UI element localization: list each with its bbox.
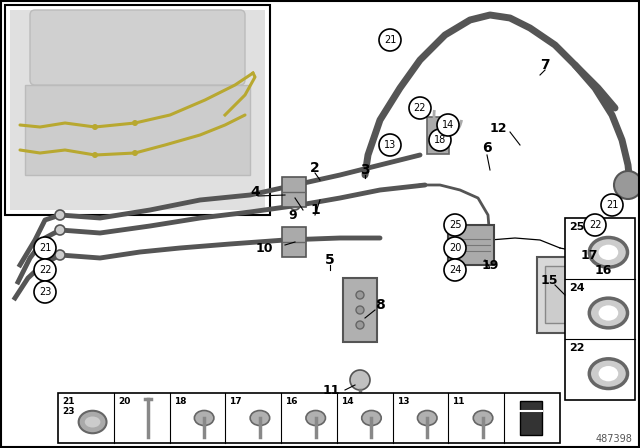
- Circle shape: [34, 259, 56, 281]
- Ellipse shape: [306, 410, 326, 426]
- FancyBboxPatch shape: [30, 10, 245, 85]
- Text: 13: 13: [397, 397, 409, 406]
- Circle shape: [444, 214, 466, 236]
- Text: 12: 12: [489, 121, 507, 134]
- Text: 23: 23: [39, 287, 51, 297]
- Bar: [10, 10, 265, 210]
- Text: 24: 24: [449, 265, 461, 275]
- Text: 20: 20: [118, 397, 130, 406]
- Text: 11: 11: [452, 397, 465, 406]
- Text: 14: 14: [442, 120, 454, 130]
- Text: 487398: 487398: [595, 434, 632, 444]
- Text: 2: 2: [310, 161, 320, 175]
- Text: 25: 25: [449, 220, 461, 230]
- Bar: [5, 5, 270, 215]
- Text: 20: 20: [449, 243, 461, 253]
- Text: 6: 6: [482, 141, 492, 155]
- Circle shape: [356, 306, 364, 314]
- Circle shape: [92, 152, 98, 158]
- Circle shape: [350, 370, 370, 390]
- Text: 18: 18: [173, 397, 186, 406]
- Circle shape: [356, 321, 364, 329]
- Text: 24: 24: [569, 283, 584, 293]
- FancyBboxPatch shape: [537, 257, 611, 333]
- Ellipse shape: [473, 410, 493, 426]
- Ellipse shape: [79, 411, 106, 433]
- Circle shape: [132, 120, 138, 126]
- FancyBboxPatch shape: [282, 227, 306, 257]
- Circle shape: [444, 237, 466, 259]
- Text: 9: 9: [289, 208, 298, 221]
- FancyBboxPatch shape: [343, 278, 377, 342]
- Circle shape: [55, 210, 65, 220]
- Ellipse shape: [598, 366, 618, 381]
- Ellipse shape: [195, 410, 214, 426]
- Text: 15: 15: [540, 273, 557, 287]
- Text: 22: 22: [39, 265, 51, 275]
- Text: 21: 21: [384, 35, 396, 45]
- Circle shape: [92, 124, 98, 130]
- Circle shape: [290, 200, 300, 210]
- Text: 18: 18: [434, 135, 446, 145]
- Circle shape: [379, 29, 401, 51]
- Text: 17: 17: [580, 249, 598, 262]
- Circle shape: [55, 225, 65, 235]
- Ellipse shape: [598, 306, 618, 321]
- Ellipse shape: [589, 298, 627, 328]
- Ellipse shape: [417, 410, 437, 426]
- Circle shape: [584, 214, 606, 236]
- Circle shape: [437, 114, 459, 136]
- Circle shape: [356, 291, 364, 299]
- Bar: [58, 393, 560, 443]
- Text: 21
23: 21 23: [62, 397, 74, 416]
- Circle shape: [34, 237, 56, 259]
- Ellipse shape: [589, 237, 627, 267]
- Text: 19: 19: [481, 258, 499, 271]
- Text: 16: 16: [595, 263, 612, 276]
- Text: 13: 13: [384, 140, 396, 150]
- FancyBboxPatch shape: [282, 177, 306, 207]
- Circle shape: [290, 180, 300, 190]
- Text: 21: 21: [39, 243, 51, 253]
- FancyBboxPatch shape: [448, 225, 494, 265]
- Text: 3: 3: [360, 163, 370, 177]
- Text: 5: 5: [325, 253, 335, 267]
- Text: 16: 16: [285, 397, 298, 406]
- Text: 22: 22: [413, 103, 426, 113]
- Text: 8: 8: [375, 298, 385, 312]
- Circle shape: [409, 97, 431, 119]
- FancyBboxPatch shape: [427, 117, 449, 154]
- Text: 17: 17: [229, 397, 242, 406]
- Text: 7: 7: [540, 58, 550, 72]
- Ellipse shape: [589, 359, 627, 388]
- FancyBboxPatch shape: [545, 266, 601, 323]
- Text: 25: 25: [569, 222, 584, 232]
- Circle shape: [55, 250, 65, 260]
- Circle shape: [614, 171, 640, 199]
- Ellipse shape: [362, 410, 381, 426]
- Circle shape: [132, 150, 138, 156]
- Ellipse shape: [84, 417, 100, 427]
- Circle shape: [601, 194, 623, 216]
- Text: 1: 1: [310, 203, 320, 217]
- Bar: [565, 218, 635, 400]
- Circle shape: [34, 281, 56, 303]
- Text: 22: 22: [569, 343, 584, 353]
- Circle shape: [444, 259, 466, 281]
- Ellipse shape: [598, 245, 618, 260]
- Polygon shape: [520, 401, 542, 435]
- Text: 4: 4: [250, 185, 260, 199]
- Circle shape: [429, 129, 451, 151]
- Ellipse shape: [250, 410, 269, 426]
- Bar: [25, 85, 250, 175]
- Text: 14: 14: [341, 397, 353, 406]
- Text: 22: 22: [589, 220, 601, 230]
- Text: 10: 10: [255, 241, 273, 254]
- Text: 11: 11: [323, 383, 340, 396]
- Circle shape: [379, 134, 401, 156]
- Text: 21: 21: [606, 200, 618, 210]
